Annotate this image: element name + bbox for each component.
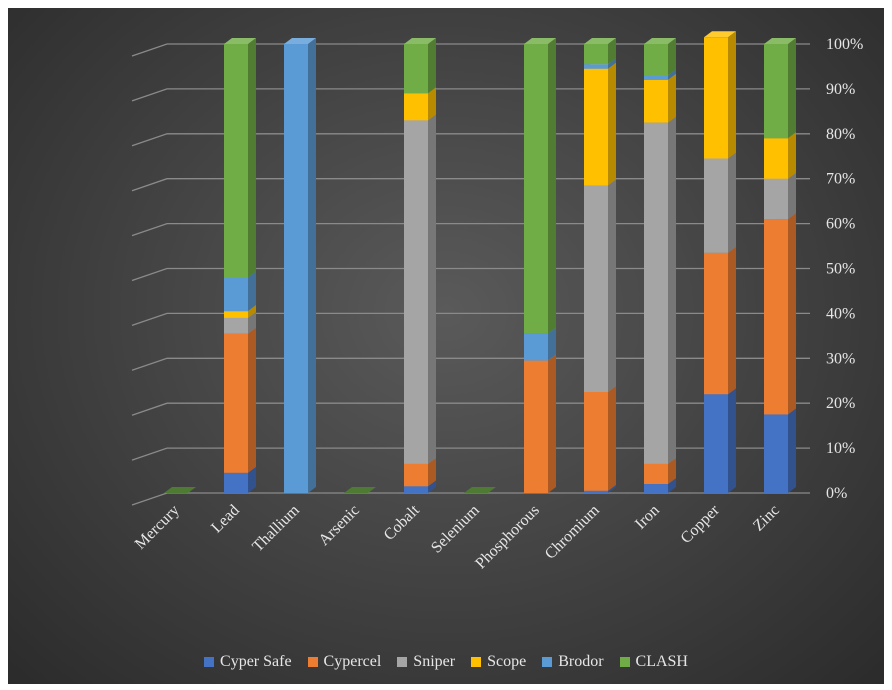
chart-area: 0% 10% 20% 30% 40% 50% 60% 70% 80% 90% 100% Mercur…: [8, 8, 884, 684]
y-tick-label: 30%: [826, 350, 855, 367]
y-tick-label: 70%: [826, 171, 855, 188]
x-category-label: Mercury: [132, 502, 183, 553]
y-tick-label: 60%: [826, 216, 855, 233]
legend-item: Cypercel: [307, 653, 382, 671]
bar-segment-cyper-safe: [764, 408, 796, 493]
legend-item: Brodor: [542, 653, 604, 671]
bar-stack: [524, 38, 556, 493]
x-category-label: Phosphorous: [472, 502, 542, 572]
bar-segment-sniper: [644, 116, 676, 464]
stacked-bar-chart: 0% 10% 20% 30% 40% 50% 60% 70% 80% 90% 100% Mercur…: [131, 31, 863, 572]
x-category-label: Zinc: [750, 502, 783, 535]
bar-stack: [344, 487, 376, 493]
x-category-label: Lead: [208, 502, 243, 537]
bar-segment-cypercel: [704, 246, 736, 395]
legend-item: CLASH: [619, 653, 688, 671]
bar-segment-scope: [584, 62, 616, 186]
x-category-label: Chromium: [542, 501, 603, 562]
bar-segment-clash: [644, 38, 676, 76]
legend-swatch: [397, 657, 408, 667]
bar-stack: [464, 487, 496, 493]
bar-segment-sniper: [704, 152, 736, 253]
bar-segment-cyper-safe: [224, 466, 256, 493]
x-category-label: Thallium: [249, 501, 303, 555]
y-tick-label: 100%: [826, 36, 863, 53]
legend-item: Cyper Safe: [204, 653, 292, 671]
bar-stack: [164, 487, 196, 493]
bar-stack: [764, 38, 796, 493]
bars: [164, 31, 796, 493]
x-category-label: Cobalt: [381, 501, 424, 544]
legend-label: Cyper Safe: [220, 653, 292, 670]
legend-label: CLASH: [635, 653, 688, 670]
x-category-label: Iron: [632, 502, 663, 533]
legend-swatch: [471, 657, 482, 667]
x-category-label: Arsenic: [316, 502, 363, 549]
legend: Cyper Safe Cypercel Sniper Scope Brodor CLASH: [0, 651, 892, 673]
legend-swatch: [619, 657, 630, 667]
bar-segment-cyper-safe: [704, 388, 736, 493]
bar-segment-sniper: [584, 179, 616, 392]
bar-segment-clash: [584, 38, 616, 65]
bar-stack: [644, 38, 676, 493]
bar-segment-scope: [764, 132, 796, 179]
legend-label: Cypercel: [323, 653, 382, 670]
legend-label: Brodor: [558, 653, 604, 670]
x-category-label: Selenium: [428, 501, 483, 556]
bar-segment-cypercel: [224, 327, 256, 473]
bar-segment-cypercel: [524, 354, 556, 493]
bar-stack: [224, 38, 256, 493]
x-category-label: Copper: [677, 501, 723, 547]
bar-segment-cypercel: [764, 213, 796, 415]
bar-segment-clash: [404, 38, 436, 94]
legend-item: Sniper: [397, 653, 455, 671]
y-tick-label: 0%: [826, 485, 847, 502]
bar-stack: [704, 31, 736, 493]
legend-item: Scope: [471, 653, 526, 671]
y-axis-tick-labels: 0% 10% 20% 30% 40% 50% 60% 70% 80% 90% 100%: [826, 36, 863, 502]
y-tick-label: 40%: [826, 305, 855, 322]
bar-segment-brodor: [284, 38, 316, 493]
bar-segment-clash: [224, 38, 256, 278]
bar-segment-scope: [704, 31, 736, 159]
empty-bar-marker: [344, 487, 376, 493]
bar-segment-cypercel: [584, 385, 616, 491]
bar-segment-sniper: [764, 172, 796, 220]
y-tick-label: 80%: [826, 126, 855, 143]
x-axis-category-labels: Mercury Lead Thallium Arsenic Cobalt Selenium…: [132, 501, 783, 572]
bar-segment-clash: [524, 38, 556, 334]
bar-segment-clash: [764, 38, 796, 139]
legend-swatch: [307, 657, 318, 667]
bar-stack: [404, 38, 436, 493]
bar-stack: [284, 38, 316, 493]
y-tick-label: 10%: [826, 440, 855, 457]
legend-swatch: [542, 657, 553, 667]
bar-stack: [584, 38, 616, 493]
legend-label: Sniper: [413, 653, 456, 670]
bar-segment-sniper: [404, 114, 436, 464]
y-tick-label: 90%: [826, 81, 855, 98]
y-tick-label: 50%: [826, 261, 855, 278]
legend-swatch: [204, 657, 215, 667]
empty-bar-marker: [164, 487, 196, 493]
bar-segment-scope: [644, 73, 676, 123]
empty-bar-marker: [464, 487, 496, 493]
legend-label: Scope: [487, 653, 527, 670]
y-tick-label: 20%: [826, 395, 855, 412]
